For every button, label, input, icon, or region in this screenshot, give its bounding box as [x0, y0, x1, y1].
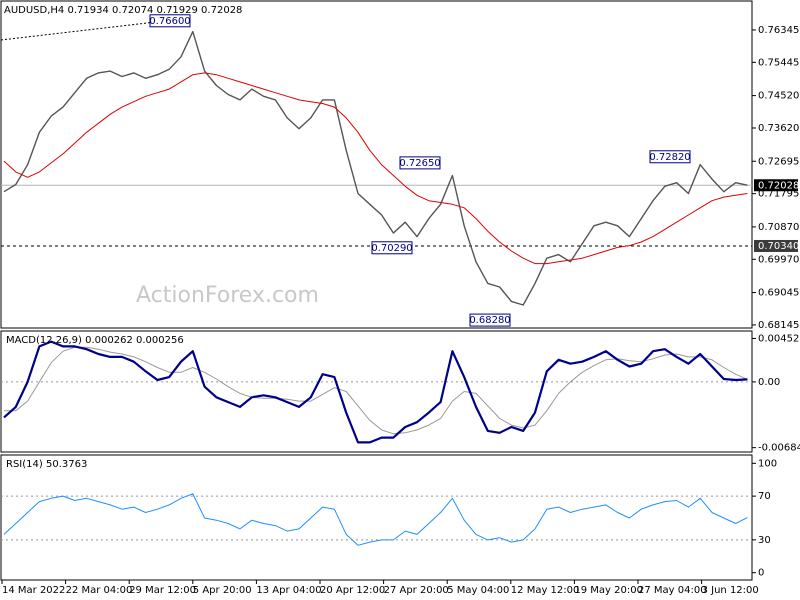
series-line [3, 72, 748, 265]
y-tick-label: 0.68145 [758, 320, 799, 331]
y-tick-label: 0.70870 [758, 222, 799, 233]
annotation-box [469, 313, 511, 327]
price-title: AUDUSD,H4 0.71934 0.72074 0.71929 0.7202… [4, 5, 242, 16]
y-tick-label: 0.004522 [758, 333, 800, 344]
x-tick-label: 29 Mar 12:00 [129, 585, 196, 596]
x-tick-label: 20 Apr 12:00 [320, 585, 385, 596]
annotation-box [149, 14, 191, 28]
y-tick-label: 0.69970 [758, 254, 799, 265]
price-tag [754, 179, 798, 192]
annotation-label: 0.76600 [149, 16, 190, 27]
rsi-title: RSI(14) 50.3763 [6, 459, 87, 470]
annotation-label: 0.68280 [469, 315, 510, 326]
x-tick-label: 3 Jun 12:00 [702, 585, 759, 596]
level-tag [754, 239, 798, 252]
series-line [3, 340, 748, 444]
y-tick-label: 0.76345 [758, 25, 799, 36]
level-tag-label: 0.70340 [758, 241, 799, 252]
x-tick-label: 19 May 20:00 [574, 585, 643, 596]
x-tick-label: 12 May 12:00 [511, 585, 580, 596]
y-tick-label: 0.72695 [758, 156, 799, 167]
annotation-box [371, 241, 413, 255]
x-tick-label: 5 May 04:00 [447, 585, 509, 596]
y-tick-label: 0.69045 [758, 288, 799, 299]
annotation-box [649, 150, 691, 164]
series-line [3, 30, 748, 306]
y-tick-label: 0.00 [758, 377, 780, 388]
annotation-label: 0.72820 [649, 152, 690, 163]
y-tick-label: 100 [758, 458, 777, 469]
series-line [4, 346, 748, 435]
y-tick-label: 70 [758, 491, 771, 502]
price-tag-label: 0.72028 [758, 180, 799, 191]
y-tick-label: 0.74520 [758, 91, 799, 102]
price-panel [0, 0, 753, 329]
x-tick-label: 5 Apr 20:00 [193, 585, 252, 596]
y-tick-label: 30 [758, 535, 771, 546]
rsi-panel [0, 454, 753, 581]
x-tick-label: 22 Mar 04:00 [66, 585, 133, 596]
macd-title: MACD(12,26,9) 0.000262 0.000256 [6, 335, 184, 346]
watermark: ActionForex.com [136, 283, 319, 308]
annotation-box [399, 156, 441, 170]
y-tick-label: 0.71795 [758, 189, 799, 200]
y-tick-label: 0.73620 [758, 123, 799, 134]
series-line [3, 493, 748, 546]
y-tick-label: 0 [758, 568, 764, 579]
y-tick-label: 0.75445 [758, 57, 799, 68]
macd-panel [0, 330, 753, 453]
x-tick-label: 13 Apr 04:00 [256, 585, 321, 596]
annotation-label: 0.72650 [399, 158, 440, 169]
x-tick-label: 27 May 04:00 [638, 585, 707, 596]
x-tick-label: 27 Apr 20:00 [384, 585, 449, 596]
annotation-label: 0.70290 [371, 243, 412, 254]
y-tick-label: -0.006848 [758, 443, 800, 454]
x-tick-label: 14 Mar 2022 [2, 585, 65, 596]
